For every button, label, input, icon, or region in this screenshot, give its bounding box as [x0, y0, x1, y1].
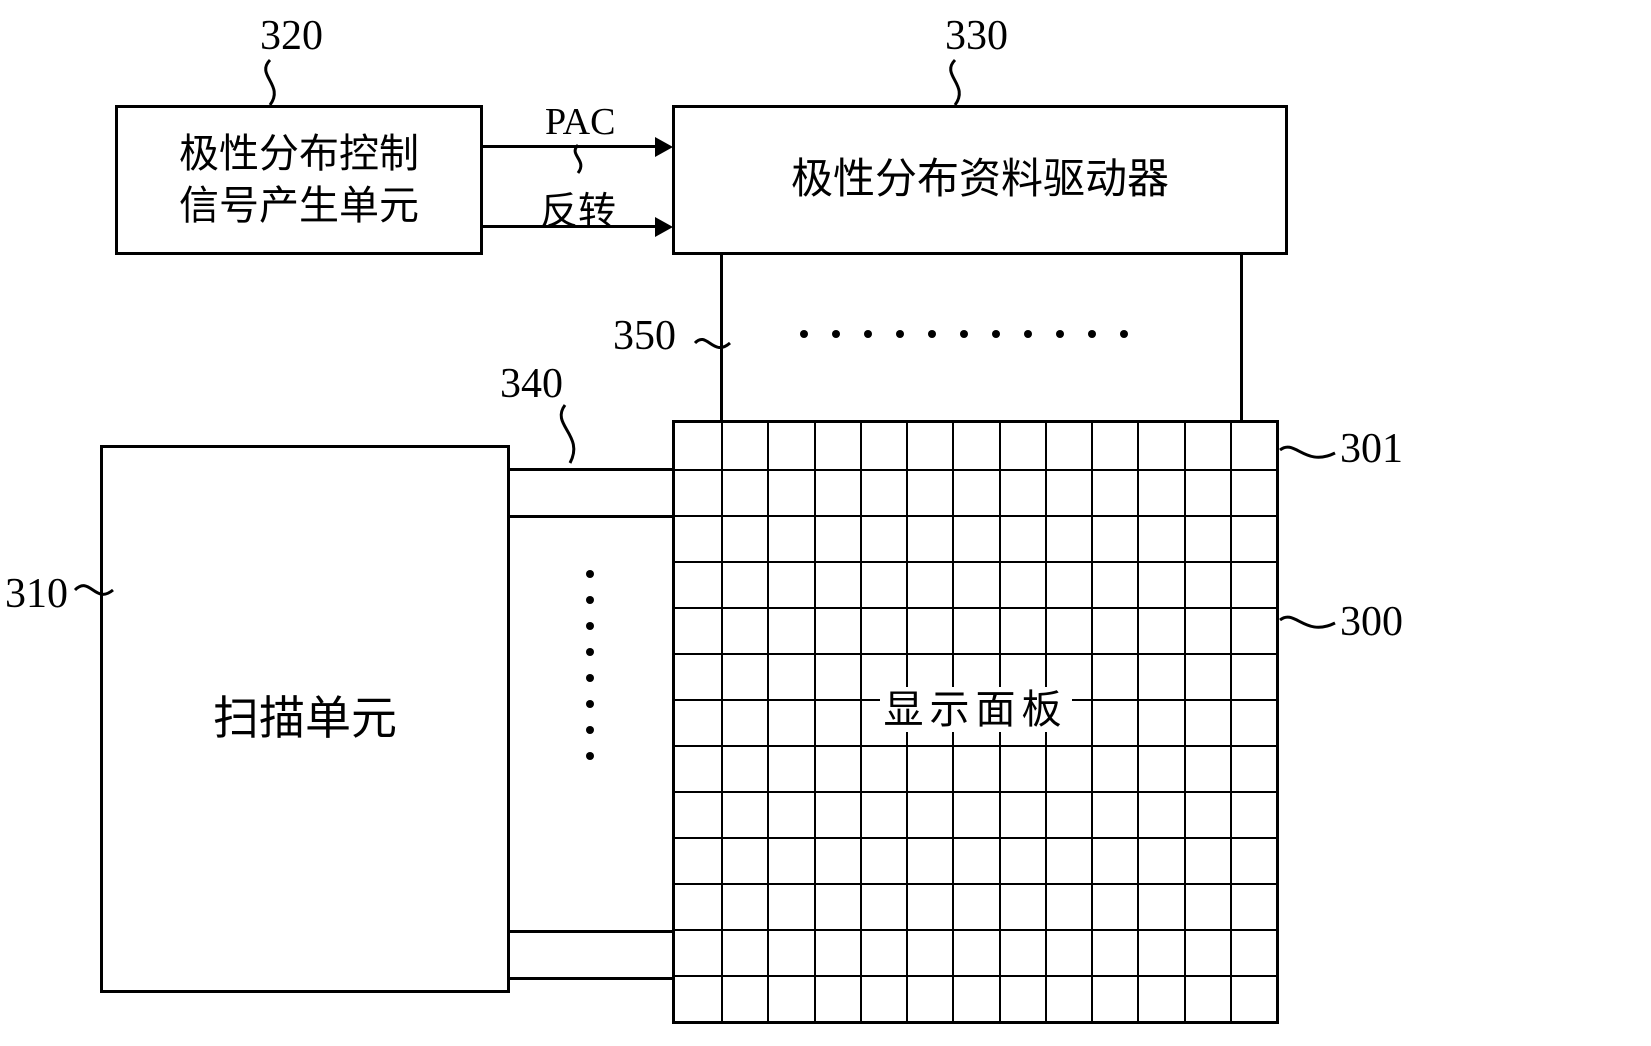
- block-320-label: 极性分布控制 信号产生单元: [179, 128, 419, 232]
- leader-330: [935, 60, 1005, 110]
- ref-310: 310: [5, 570, 68, 618]
- leader-350: [695, 328, 735, 368]
- diagram-canvas: 极性分布控制 信号产生单元 320 极性分布资料驱动器 330 PAC 反转 扫…: [0, 0, 1651, 1046]
- scan-line-bot-2: [510, 977, 672, 980]
- scan-line-top-1: [510, 468, 672, 471]
- block-300-label: 显示面板: [880, 684, 1072, 736]
- leader-320: [250, 60, 320, 110]
- ref-330: 330: [945, 12, 1008, 60]
- signal-invert-label: 反转: [540, 180, 616, 235]
- block-330-label: 极性分布资料驱动器: [791, 153, 1169, 208]
- leader-340: [555, 405, 605, 465]
- leader-pac: [560, 145, 600, 175]
- data-bus-dots: [800, 330, 1128, 338]
- arrow-pac-head: [655, 137, 673, 157]
- ref-300: 300: [1340, 598, 1403, 646]
- block-data-driver: 极性分布资料驱动器: [672, 105, 1288, 255]
- block-310-label: 扫描单元: [213, 689, 397, 749]
- ref-320: 320: [260, 12, 323, 60]
- scan-dots: [586, 570, 594, 760]
- block-signal-generator: 极性分布控制 信号产生单元: [115, 105, 483, 255]
- ref-350: 350: [613, 312, 676, 360]
- leader-301: [1280, 438, 1340, 478]
- data-bus-right: [1240, 255, 1243, 420]
- block-scan-unit: 扫描单元: [100, 445, 510, 993]
- arrow-invert-head: [655, 217, 673, 237]
- ref-301: 301: [1340, 425, 1403, 473]
- block-display-panel: 显示面板: [672, 420, 1279, 1024]
- leader-310: [75, 570, 115, 630]
- signal-pac-label: PAC: [545, 100, 615, 144]
- scan-line-top-2: [510, 515, 672, 518]
- ref-340: 340: [500, 360, 563, 408]
- scan-line-bot-1: [510, 930, 672, 933]
- leader-300: [1280, 608, 1340, 648]
